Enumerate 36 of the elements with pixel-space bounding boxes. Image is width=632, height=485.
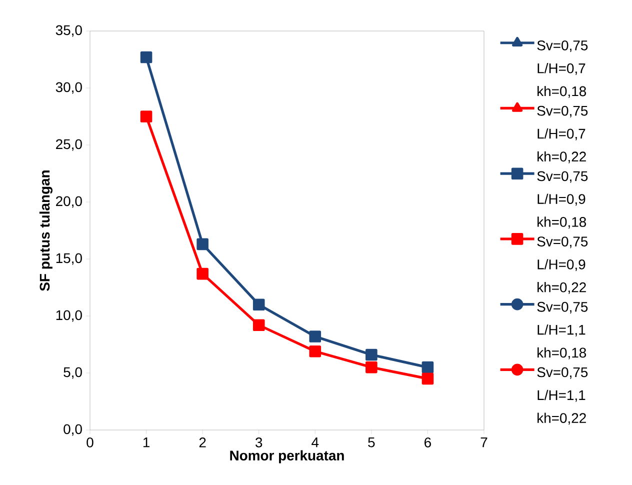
- y-tick-label: 15,0: [56, 253, 82, 265]
- y-tick-label: 20,0: [56, 196, 82, 208]
- x-tick-label: 6: [424, 438, 431, 448]
- legend-label: Sv=0,75 L/H=0,9 kh=0,22: [537, 236, 588, 294]
- y-tick-label: 35,0: [56, 25, 82, 37]
- point: [422, 372, 434, 385]
- x-tick-label: 7: [480, 438, 488, 448]
- x-tick-label: 4: [312, 438, 319, 448]
- y-tick-label: 0,0: [64, 424, 82, 436]
- legend-label: Sv=0,75 L/H=1,1 kh=0,18: [537, 302, 588, 360]
- legend-label: Sv=0,75 L/H=0,7 kh=0,18: [537, 40, 588, 98]
- y-axis-title: SF putus tulangan: [39, 170, 52, 291]
- point: [196, 268, 208, 280]
- point: [196, 238, 208, 250]
- y-tick-label: 10,0: [56, 310, 82, 322]
- point: [252, 319, 265, 332]
- point: [422, 361, 434, 374]
- x-axis-title: Nomor perkuatan: [230, 450, 344, 464]
- y-tick-label: 5,0: [64, 367, 82, 379]
- y-tick-label: 30,0: [56, 82, 82, 94]
- point: [140, 51, 152, 64]
- legend-label: Sv=0,75 L/H=0,7 kh=0,22: [537, 106, 588, 164]
- legend-label: Sv=0,75 L/H=1,1 kh=0,22: [537, 367, 588, 425]
- x-tick-label: 5: [368, 438, 375, 448]
- x-tick-label: 1: [143, 438, 150, 448]
- x-tick-label: 3: [256, 438, 262, 448]
- point: [366, 348, 378, 361]
- point: [366, 361, 378, 374]
- x-tick-label: 0: [86, 438, 94, 448]
- x-tick-label: 2: [199, 438, 206, 448]
- y-tick-label: 25,0: [56, 139, 82, 151]
- legend-label: Sv=0,75 L/H=0,9 kh=0,18: [537, 171, 588, 229]
- point: [140, 110, 152, 122]
- point: [309, 345, 322, 358]
- point: [309, 330, 322, 342]
- point: [252, 298, 265, 310]
